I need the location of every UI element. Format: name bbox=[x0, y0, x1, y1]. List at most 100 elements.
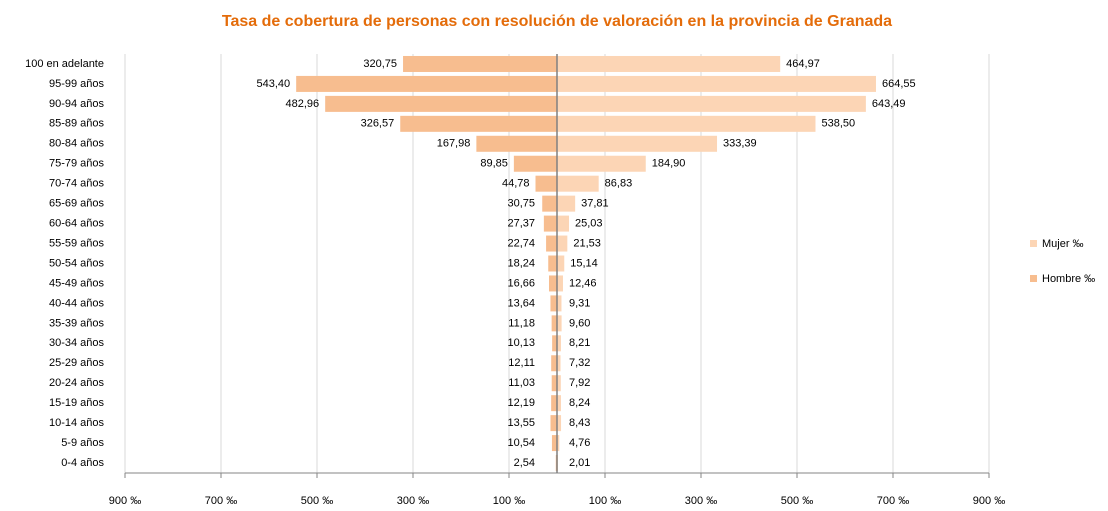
data-label: 25,03 bbox=[575, 218, 603, 230]
data-label: 543,40 bbox=[257, 78, 291, 90]
data-label: 167,98 bbox=[437, 138, 471, 150]
y-tick-label: 15-19 años bbox=[49, 397, 105, 409]
bar bbox=[557, 155, 646, 172]
bar bbox=[557, 55, 781, 72]
data-label: 86,83 bbox=[605, 178, 633, 190]
data-label: 8,24 bbox=[569, 397, 590, 409]
data-label: 12,19 bbox=[507, 397, 535, 409]
data-label: 22,74 bbox=[507, 237, 535, 249]
y-tick-label: 35-39 años bbox=[49, 317, 105, 329]
bar bbox=[557, 135, 718, 152]
y-tick-label: 75-79 años bbox=[49, 158, 105, 170]
bar bbox=[557, 255, 565, 272]
data-label: 326,57 bbox=[361, 118, 395, 130]
bar bbox=[403, 55, 557, 72]
data-label: 12,46 bbox=[569, 277, 597, 289]
bar bbox=[557, 215, 570, 232]
x-tick-label: 300 ‰ bbox=[397, 495, 429, 507]
bar bbox=[513, 155, 557, 172]
bar bbox=[557, 355, 561, 372]
x-tick-label: 900 ‰ bbox=[973, 495, 1005, 507]
y-tick-label: 100 en adelante bbox=[25, 58, 104, 70]
x-tick-label: 900 ‰ bbox=[109, 495, 141, 507]
bar bbox=[551, 355, 557, 372]
y-tick-label: 90-94 años bbox=[49, 98, 105, 110]
data-label: 8,21 bbox=[569, 337, 590, 349]
data-label: 15,14 bbox=[570, 257, 598, 269]
legend-swatch bbox=[1030, 275, 1037, 282]
data-label: 9,31 bbox=[569, 297, 590, 309]
data-label: 10,13 bbox=[507, 337, 535, 349]
bar bbox=[557, 415, 562, 432]
data-label: 482,96 bbox=[286, 98, 320, 110]
data-label: 12,11 bbox=[508, 357, 535, 369]
y-tick-label: 25-29 años bbox=[49, 357, 105, 369]
y-tick-label: 40-44 años bbox=[49, 297, 105, 309]
data-label: 643,49 bbox=[872, 98, 906, 110]
data-label: 2,01 bbox=[569, 457, 590, 469]
bar bbox=[557, 335, 561, 352]
bar bbox=[557, 175, 599, 192]
bar bbox=[551, 315, 557, 332]
bar bbox=[557, 75, 876, 92]
bar bbox=[557, 95, 866, 112]
bar bbox=[557, 395, 561, 412]
x-tick-label: 700 ‰ bbox=[205, 495, 237, 507]
y-tick-label: 80-84 años bbox=[49, 138, 105, 150]
x-tick-label: 100 ‰ bbox=[493, 495, 525, 507]
y-tick-label: 95-99 años bbox=[49, 78, 105, 90]
y-tick-label: 20-24 años bbox=[49, 377, 105, 389]
data-label: 11,03 bbox=[508, 377, 535, 389]
x-tick-label: 700 ‰ bbox=[877, 495, 909, 507]
data-label: 4,76 bbox=[569, 437, 590, 449]
bar bbox=[296, 75, 557, 92]
data-label: 10,54 bbox=[507, 437, 535, 449]
x-tick-label: 100 ‰ bbox=[589, 495, 621, 507]
bar bbox=[557, 295, 562, 312]
bar bbox=[400, 115, 557, 132]
data-label: 37,81 bbox=[581, 198, 609, 210]
bar bbox=[542, 195, 557, 212]
bar bbox=[551, 435, 557, 452]
y-tick-label: 70-74 años bbox=[49, 178, 105, 190]
y-tick-label: 10-14 años bbox=[49, 417, 105, 429]
bar bbox=[557, 195, 576, 212]
x-tick-label: 500 ‰ bbox=[781, 495, 813, 507]
legend-label: Hombre ‰ bbox=[1042, 273, 1095, 285]
data-label: 18,24 bbox=[507, 257, 535, 269]
bar bbox=[535, 175, 557, 192]
y-tick-label: 65-69 años bbox=[49, 198, 105, 210]
y-tick-label: 85-89 años bbox=[49, 118, 105, 130]
bar bbox=[549, 275, 557, 292]
data-label: 13,64 bbox=[507, 297, 535, 309]
bar bbox=[557, 235, 568, 252]
y-tick-label: 60-64 años bbox=[49, 218, 105, 230]
data-label: 11,18 bbox=[508, 317, 535, 329]
y-tick-label: 5-9 años bbox=[61, 437, 104, 449]
data-label: 464,97 bbox=[786, 58, 820, 70]
data-label: 8,43 bbox=[569, 417, 590, 429]
legend-swatch bbox=[1030, 240, 1037, 247]
legend-label: Mujer ‰ bbox=[1042, 238, 1084, 250]
x-tick-label: 300 ‰ bbox=[685, 495, 717, 507]
y-tick-label: 45-49 años bbox=[49, 277, 105, 289]
bar bbox=[546, 235, 557, 252]
data-label: 2,54 bbox=[514, 457, 535, 469]
y-tick-label: 50-54 años bbox=[49, 257, 105, 269]
data-label: 333,39 bbox=[723, 138, 757, 150]
bar bbox=[543, 215, 557, 232]
x-tick-label: 500 ‰ bbox=[301, 495, 333, 507]
bar bbox=[557, 275, 563, 292]
bar bbox=[550, 415, 557, 432]
data-label: 7,32 bbox=[569, 357, 590, 369]
data-label: 89,85 bbox=[480, 158, 508, 170]
data-label: 320,75 bbox=[363, 58, 397, 70]
y-tick-label: 55-59 años bbox=[49, 237, 105, 249]
data-label: 9,60 bbox=[569, 317, 590, 329]
data-label: 184,90 bbox=[652, 158, 686, 170]
data-label: 30,75 bbox=[507, 198, 535, 210]
data-label: 13,55 bbox=[507, 417, 535, 429]
data-label: 664,55 bbox=[882, 78, 916, 90]
y-tick-label: 0-4 años bbox=[61, 457, 104, 469]
